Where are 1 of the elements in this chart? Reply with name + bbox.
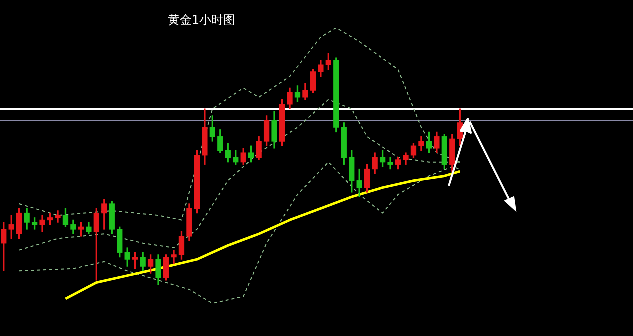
chart-title: 黄金1小时图: [168, 12, 236, 29]
